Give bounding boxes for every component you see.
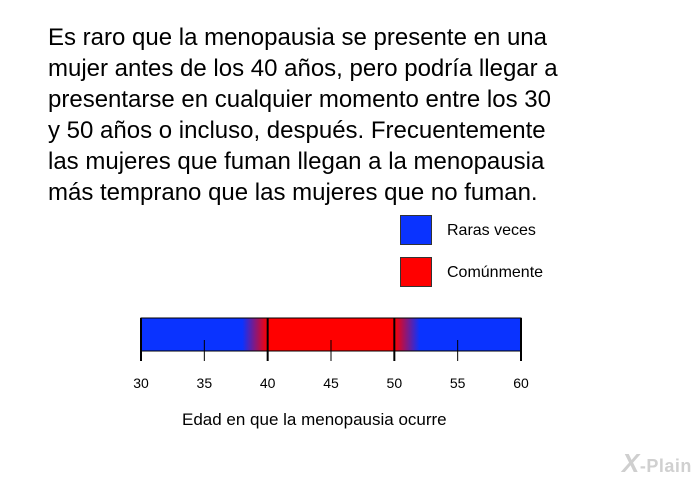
axis-title: Edad en que la menopausia ocurre bbox=[182, 410, 447, 429]
axis-tick-label: 40 bbox=[260, 375, 276, 391]
paragraph-line: Es raro que la menopausia se presente en… bbox=[48, 24, 547, 51]
legend-swatch-red bbox=[400, 257, 432, 287]
paragraph-line: las mujeres que fuman llegan a la menopa… bbox=[48, 148, 545, 175]
paragraph-line: mujer antes de los 40 años, pero podría … bbox=[48, 55, 558, 82]
paragraph-line: y 50 años o incluso, después. Frecuentem… bbox=[48, 117, 546, 144]
paragraph-line: más temprano que las mujeres que no fuma… bbox=[48, 179, 538, 206]
legend-swatch-blue bbox=[400, 215, 432, 245]
axis-tick-label: 60 bbox=[513, 375, 529, 391]
axis-tick-label: 50 bbox=[387, 375, 403, 391]
axis-tick-label: 45 bbox=[323, 375, 339, 391]
legend-label-rarely: Raras veces bbox=[447, 222, 536, 239]
axis-tick-label: 55 bbox=[450, 375, 466, 391]
axis-tick-label: 35 bbox=[197, 375, 213, 391]
description-paragraph: Es raro que la menopausia se presente en… bbox=[48, 22, 648, 208]
paragraph-line: presentarse en cualquier momento entre l… bbox=[48, 86, 551, 113]
legend-label-commonly: Comúnmente bbox=[447, 264, 544, 281]
xplain-logo: X-Plain bbox=[622, 448, 692, 478]
axis-tick-label: 30 bbox=[133, 375, 149, 391]
